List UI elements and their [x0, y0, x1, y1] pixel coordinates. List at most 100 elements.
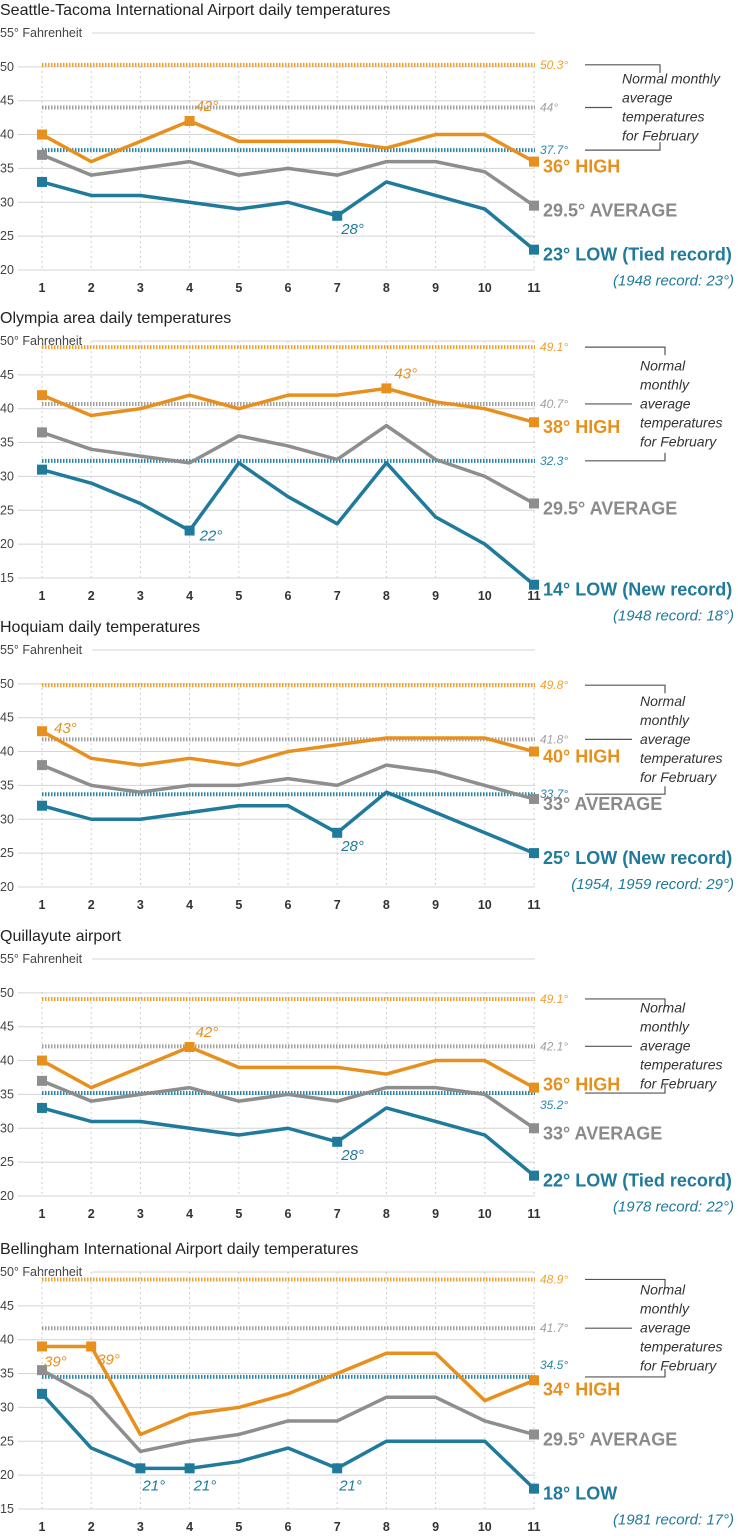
x-tick-label: 4: [186, 1520, 193, 1534]
x-tick-label: 10: [478, 1207, 492, 1221]
x-tick-label: 2: [88, 589, 95, 603]
normals-caption-line: Normal: [640, 693, 686, 709]
normals-caption-line: average: [640, 395, 691, 411]
series-low-marker: [184, 1463, 195, 1474]
x-tick-label: 5: [235, 1207, 242, 1221]
series-low-marker: [529, 579, 539, 590]
y-tick-label: 35: [0, 161, 14, 175]
normals-caption-line: temperatures: [640, 1056, 722, 1072]
y-tick-label: 30: [0, 1400, 14, 1414]
x-tick-label: 3: [137, 281, 144, 295]
x-tick-label: 11: [527, 898, 540, 912]
y-tick-label: 25: [0, 1155, 14, 1169]
x-tick-label: 3: [137, 1207, 144, 1221]
x-tick-label: 8: [383, 281, 390, 295]
normals-caption-line: temperatures: [622, 108, 704, 124]
y-tick-label: 40: [0, 745, 14, 759]
series-average-marker: [37, 1365, 47, 1376]
x-tick-label: 11: [527, 281, 540, 295]
series-low-marker: [37, 800, 47, 811]
normal-low-label: 32.3°: [540, 454, 568, 468]
series-high-marker: [37, 1341, 47, 1352]
normals-bracket: [585, 684, 666, 795]
y-tick-label: 30: [0, 1121, 14, 1135]
y-tick-label: 35: [0, 1087, 14, 1101]
series-low-marker: [135, 1463, 146, 1474]
series-average-marker: [529, 793, 539, 804]
x-tick-label: 7: [334, 589, 341, 603]
y-tick-label: 50: [0, 677, 14, 691]
series-high-line: [41, 119, 535, 164]
y-tick-label: 35: [0, 778, 14, 792]
series-low-marker: [529, 1483, 539, 1494]
series-average-line: [41, 1079, 535, 1130]
x-tick-label: 2: [88, 1520, 95, 1534]
x-tick-label: 6: [285, 589, 292, 603]
normals-caption-line: Normal monthly: [622, 70, 721, 86]
series-low-marker: [529, 848, 539, 859]
normals-caption-line: monthly: [640, 1301, 690, 1317]
series-high-marker: [37, 1055, 47, 1066]
y-tick-label: 40: [0, 128, 14, 142]
end-label-average: 29.5° AVERAGE: [543, 1429, 677, 1449]
normal-high-label: 50.3°: [540, 58, 568, 72]
record-note: (1954, 1959 record: 29°): [571, 876, 734, 893]
annotation-high: 39°: [97, 1351, 120, 1368]
annotation-low: 21°: [193, 1477, 217, 1494]
x-tick-label: 6: [285, 281, 292, 295]
y-unit-label: 50° Fahrenheit: [0, 334, 83, 348]
x-tick-label: 7: [334, 281, 341, 295]
y-tick-label: 40: [0, 1054, 14, 1068]
normal-low-label: 34.5°: [540, 1358, 568, 1372]
x-tick-label: 3: [137, 898, 144, 912]
x-tick-label: 8: [383, 898, 390, 912]
series-low-line: [40, 1392, 536, 1490]
y-tick-label: 45: [0, 94, 14, 108]
x-tick-label: 1: [39, 281, 46, 295]
x-tick-label: 7: [334, 898, 341, 912]
x-tick-label: 3: [137, 589, 144, 603]
x-tick-label: 4: [186, 1207, 193, 1221]
series-high-marker: [184, 1042, 195, 1053]
x-tick-label: 7: [334, 1207, 341, 1221]
y-tick-label: 45: [0, 711, 14, 725]
x-tick-label: 6: [285, 898, 292, 912]
record-note: (1978 record: 22°): [613, 1199, 734, 1216]
x-tick-label: 10: [478, 898, 492, 912]
normals-bracket: [585, 1278, 666, 1378]
y-tick-label: 40: [0, 402, 14, 416]
annotation-high: 42°: [196, 98, 219, 115]
end-label-average: 29.5° AVERAGE: [543, 498, 677, 518]
series-high-marker: [37, 129, 47, 140]
series-low-marker: [37, 464, 47, 475]
x-tick-label: 11: [527, 589, 540, 603]
series-average-marker: [37, 149, 47, 160]
x-tick-label: 10: [478, 589, 492, 603]
end-label-average: 29.5° AVERAGE: [543, 201, 677, 221]
series-low-line: [41, 790, 535, 855]
series-average-marker: [37, 1075, 47, 1086]
x-tick-label: 11: [527, 1520, 540, 1534]
normals-caption-line: for February: [640, 1358, 717, 1374]
y-tick-label: 20: [0, 263, 14, 277]
y-tick-label: 25: [0, 1434, 14, 1448]
y-tick-label: 15: [0, 571, 14, 585]
normals-caption-line: average: [640, 731, 691, 747]
series-low-marker: [37, 1388, 47, 1399]
y-tick-label: 25: [0, 846, 14, 860]
normals-caption-line: for February: [640, 769, 717, 785]
series-high-marker: [529, 417, 539, 428]
y-tick-label: 45: [0, 1020, 14, 1034]
x-tick-label: 5: [235, 1520, 242, 1534]
series-average-marker: [529, 200, 539, 211]
x-tick-label: 2: [88, 281, 95, 295]
x-tick-label: 3: [137, 1520, 144, 1534]
y-tick-label: 20: [0, 880, 14, 894]
y-tick-label: 15: [0, 1502, 14, 1516]
end-label-low: 25° LOW (New record): [543, 848, 732, 868]
end-label-low: 23° LOW (Tied record): [543, 245, 732, 265]
normal-average-label: 41.8°: [540, 732, 568, 746]
normal-low-label: 33.7°: [540, 787, 568, 801]
